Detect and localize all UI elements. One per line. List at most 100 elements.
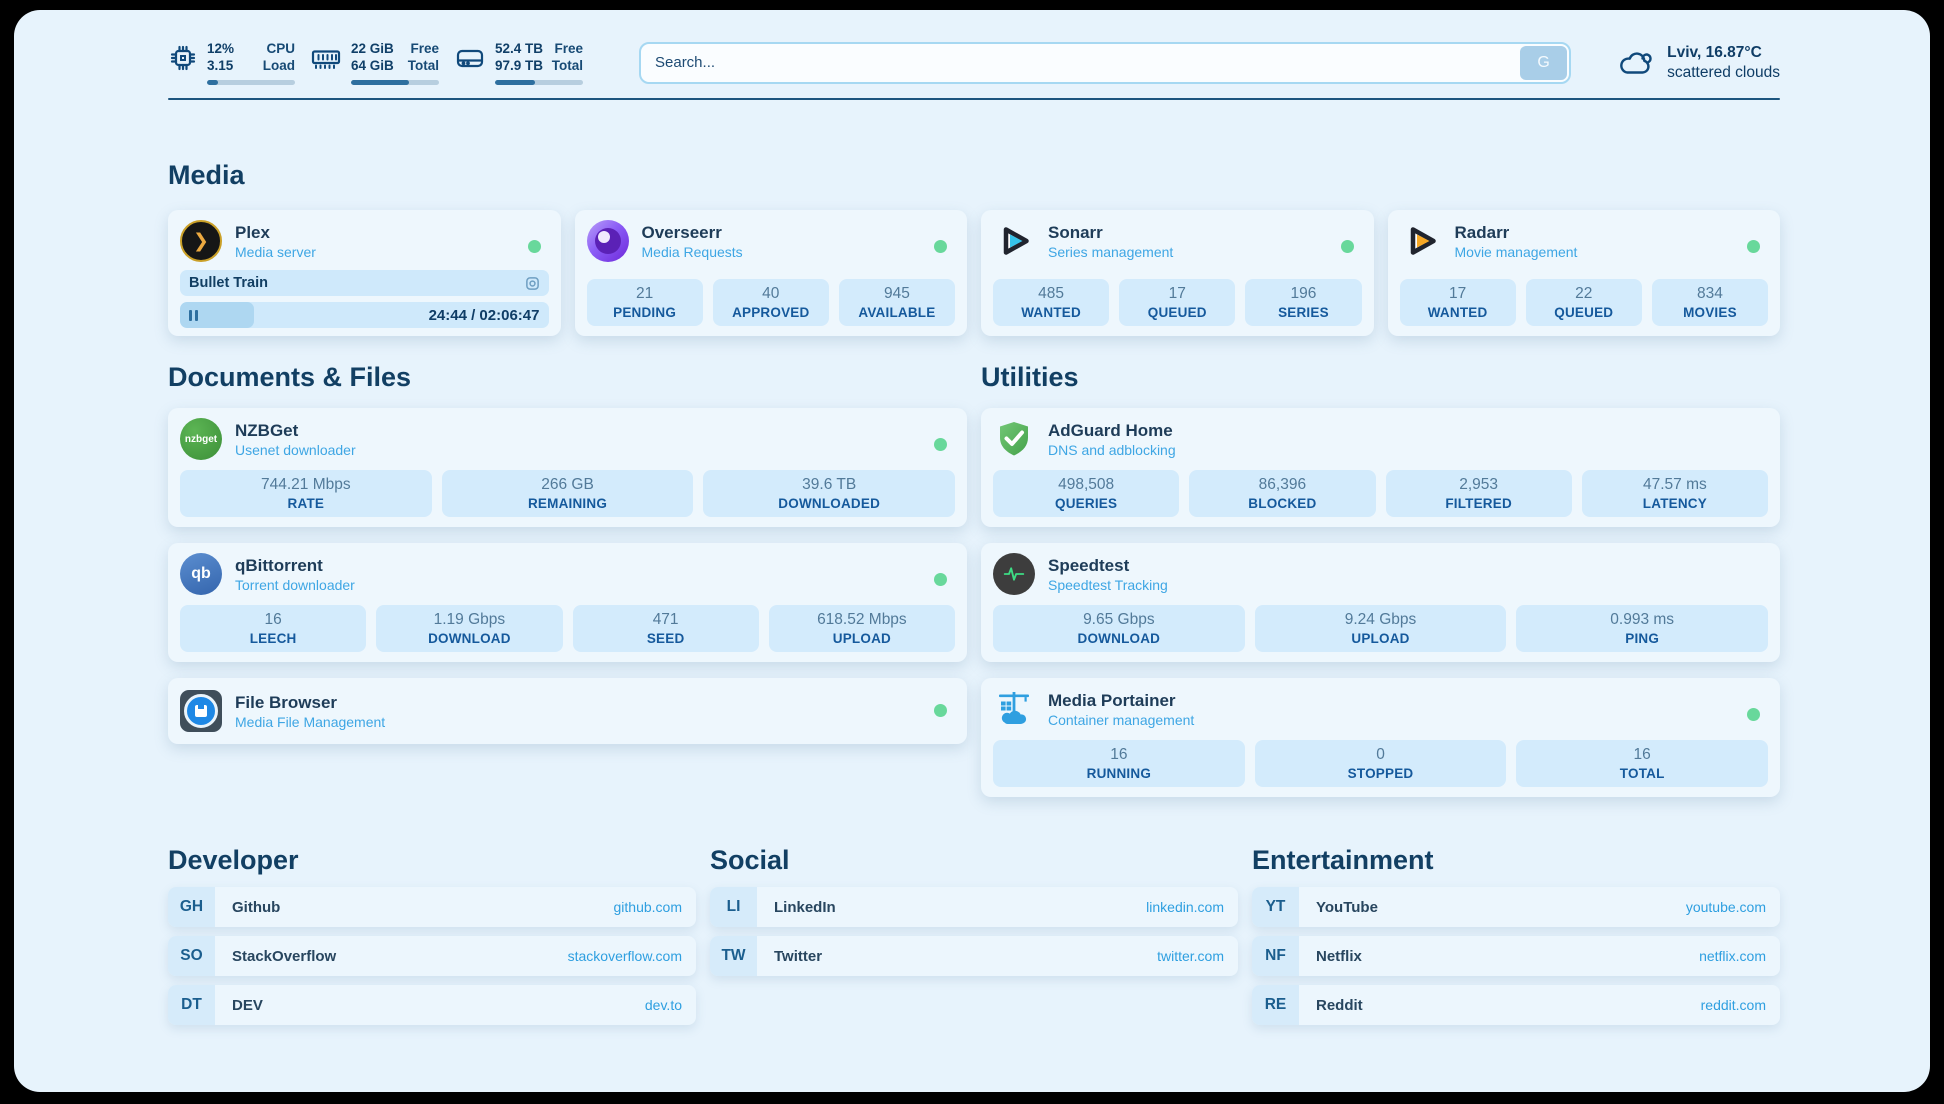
bookmark-url: github.com bbox=[613, 899, 682, 915]
app-title: File Browser bbox=[235, 692, 338, 712]
bookmark-github[interactable]: GH Github github.com bbox=[168, 887, 696, 927]
section-title-utilities: Utilities bbox=[981, 362, 1079, 392]
cpu-progressbar bbox=[207, 80, 295, 85]
status-dot bbox=[934, 240, 947, 253]
app-title: NZBGet bbox=[235, 420, 299, 440]
app-subtitle: Movie management bbox=[1454, 243, 1578, 260]
bookmark-reddit[interactable]: RE Reddit reddit.com bbox=[1252, 985, 1780, 1025]
stat-available: 945 AVAILABLE bbox=[838, 279, 956, 326]
bookmark-name: Netflix bbox=[1316, 947, 1362, 965]
now-playing-title: Bullet Train bbox=[189, 275, 268, 291]
search-engine-button[interactable]: G bbox=[1520, 45, 1568, 80]
storage-label-bottom: Total bbox=[551, 58, 583, 73]
bookmark-abbr: GH bbox=[168, 887, 215, 927]
app-card-plex[interactable]: ❯ Plex Media server Bullet Train bbox=[168, 210, 561, 336]
session-view-icon[interactable] bbox=[525, 276, 540, 291]
stat-latency: 47.57 ms LATENCY bbox=[1581, 470, 1768, 517]
stat-movies: 834 MOVIES bbox=[1651, 279, 1769, 326]
section-title-media: Media bbox=[168, 160, 245, 190]
stat-queued: 22 QUEUED bbox=[1525, 279, 1642, 326]
stat-leech: 16 LEECH bbox=[180, 605, 367, 652]
stat-upload: 9.24 Gbps UPLOAD bbox=[1254, 605, 1507, 652]
bookmark-twitter[interactable]: TW Twitter twitter.com bbox=[710, 936, 1238, 976]
weather-widget: Lviv, 16.87°C scattered clouds bbox=[1615, 43, 1780, 83]
cpu-monitor: 12% 3.15 CPU Load bbox=[168, 40, 295, 85]
stat-running: 16 RUNNING bbox=[993, 740, 1245, 787]
section-title-social: Social bbox=[710, 845, 790, 875]
stat-queued: 17 QUEUED bbox=[1119, 279, 1236, 326]
stat-download: 9.65 Gbps DOWNLOAD bbox=[993, 605, 1245, 652]
status-dot bbox=[1747, 708, 1760, 721]
stat-total: 16 TOTAL bbox=[1516, 740, 1769, 787]
resource-monitors: 12% 3.15 CPU Load bbox=[168, 40, 583, 85]
app-card-sonarr[interactable]: Sonarr Series management 485 WANTED 17 QUE… bbox=[981, 210, 1374, 336]
bookmark-linkedin[interactable]: LI LinkedIn linkedin.com bbox=[710, 887, 1238, 927]
search-input[interactable] bbox=[641, 54, 1521, 71]
stat-wanted: 17 WANTED bbox=[1399, 279, 1516, 326]
social-column: Social LI LinkedIn linkedin.com TW Twitt… bbox=[710, 841, 1238, 1025]
nzbget-icon: nzbget bbox=[180, 418, 222, 460]
app-subtitle: Media File Management bbox=[235, 713, 386, 730]
playback-time: 24:44 / 02:06:47 bbox=[428, 306, 540, 324]
app-subtitle: Series management bbox=[1048, 243, 1174, 260]
storage-monitor: 52.4 TB 97.9 TB Free Total bbox=[454, 40, 583, 85]
status-dot bbox=[1340, 240, 1354, 253]
bookmark-name: Github bbox=[232, 898, 281, 916]
stat-pending: 21 PENDING bbox=[586, 279, 703, 326]
stat-wanted: 485 WANTED bbox=[993, 279, 1110, 326]
app-subtitle: Speedtest Tracking bbox=[1048, 576, 1168, 593]
app-title: Plex bbox=[235, 222, 270, 242]
bookmark-name: Reddit bbox=[1316, 996, 1363, 1014]
bookmark-name: StackOverflow bbox=[232, 947, 337, 965]
app-title: Media Portainer bbox=[1048, 690, 1176, 710]
bookmark-url: twitter.com bbox=[1157, 948, 1224, 964]
bookmark-url: dev.to bbox=[644, 997, 682, 1013]
memory-total-value: 64 GiB bbox=[351, 58, 394, 73]
bookmark-url: reddit.com bbox=[1700, 997, 1766, 1013]
playback-progressbar: 24:44 / 02:06:47 bbox=[180, 302, 549, 328]
stat-downloaded: 39.6 TB DOWNLOADED bbox=[703, 470, 956, 517]
app-card-speedtest[interactable]: Speedtest Speedtest Tracking 9.65 Gbps DO… bbox=[981, 543, 1780, 662]
storage-progressbar bbox=[495, 80, 583, 85]
app-card-radarr[interactable]: Radarr Movie management 17 WANTED 22 QUEUE… bbox=[1387, 210, 1780, 336]
stat-blocked: 86,396 BLOCKED bbox=[1189, 470, 1376, 517]
header: 12% 3.15 CPU Load bbox=[168, 40, 1780, 85]
stat-filtered: 2,953 FILTERED bbox=[1385, 470, 1572, 517]
app-card-portainer[interactable]: Media Portainer Container management 16 R… bbox=[981, 678, 1780, 797]
header-divider bbox=[168, 98, 1780, 100]
stat-approved: 40 APPROVED bbox=[712, 279, 829, 326]
storage-label-top: Free bbox=[554, 41, 583, 56]
documents-column: nzbget NZBGet Usenet downloader 744.21 M… bbox=[168, 408, 967, 744]
qbittorrent-icon: qb bbox=[180, 553, 222, 595]
bookmark-url: netflix.com bbox=[1699, 948, 1766, 964]
stat-queries: 498,508 QUERIES bbox=[993, 470, 1180, 517]
app-card-nzbget[interactable]: nzbget NZBGet Usenet downloader 744.21 M… bbox=[168, 408, 967, 527]
app-card-overseerr[interactable]: Overseerr Media Requests 21 PENDING 40 APP… bbox=[574, 210, 967, 336]
storage-icon bbox=[454, 43, 486, 73]
app-card-qbittorrent[interactable]: qb qBittorrent Torrent downloader 16 LEEC… bbox=[168, 543, 967, 662]
app-title: Radarr bbox=[1454, 222, 1510, 242]
bookmark-abbr: RE bbox=[1252, 985, 1299, 1025]
app-card-adguard[interactable]: AdGuard Home DNS and adblocking 498,508 Q… bbox=[981, 408, 1780, 527]
app-title: Sonarr bbox=[1048, 222, 1103, 242]
storage-total-value: 97.9 TB bbox=[495, 58, 544, 73]
bookmark-name: DEV bbox=[232, 996, 263, 1014]
app-title: qBittorrent bbox=[235, 555, 323, 575]
bookmark-abbr: YT bbox=[1252, 887, 1299, 927]
filebrowser-icon bbox=[180, 690, 222, 732]
app-card-filebrowser[interactable]: File Browser Media File Management bbox=[168, 678, 967, 744]
bookmark-stackoverflow[interactable]: SO StackOverflow stackoverflow.com bbox=[168, 936, 696, 976]
app-title: Speedtest bbox=[1048, 555, 1130, 575]
portainer-icon bbox=[993, 688, 1035, 730]
app-title: AdGuard Home bbox=[1048, 420, 1173, 440]
app-subtitle: Media server bbox=[235, 243, 316, 260]
bookmark-youtube[interactable]: YT YouTube youtube.com bbox=[1252, 887, 1780, 927]
bookmark-dev[interactable]: DT DEV dev.to bbox=[168, 985, 696, 1025]
app-subtitle: DNS and adblocking bbox=[1048, 441, 1176, 458]
memory-free-value: 22 GiB bbox=[351, 41, 394, 56]
bookmark-netflix[interactable]: NF Netflix netflix.com bbox=[1252, 936, 1780, 976]
stat-upload: 618.52 Mbps UPLOAD bbox=[768, 605, 955, 652]
speedtest-icon bbox=[993, 553, 1035, 595]
search-bar: G bbox=[639, 41, 1572, 84]
utilities-column: AdGuard Home DNS and adblocking 498,508 Q… bbox=[981, 408, 1780, 797]
